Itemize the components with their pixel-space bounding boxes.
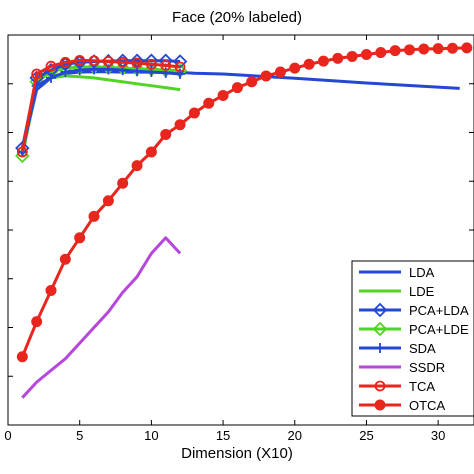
legend-label: LDA [409,265,435,280]
legend-item: LDA [359,265,435,280]
data-point [160,60,172,71]
data-point [260,70,272,82]
legend-label: SDA [409,341,436,356]
data-point [174,119,186,131]
legend-item: PCA+LDE [359,321,469,337]
chart-title: Face (20% labeled) [172,9,302,26]
legend-item: OTCA [359,398,445,413]
data-point [246,76,258,88]
data-point [60,67,71,78]
legend-label: PCA+LDA [409,303,469,318]
series-line [21,236,182,399]
x-tick-label: 25 [359,428,373,443]
data-point [231,82,243,94]
data-point [432,43,444,55]
data-point [375,343,385,353]
series-line [20,58,181,153]
data-point [131,160,143,172]
data-point [45,60,57,72]
data-point [289,62,301,74]
data-point [360,49,372,60]
series-otca [16,42,473,363]
x-tick-label: 0 [4,428,11,443]
data-point [45,284,57,296]
data-point [332,52,344,64]
legend-label: LDE [409,284,435,299]
legend-label: SSDR [409,360,445,375]
data-point [144,53,159,69]
data-point [74,54,86,66]
series-ssdr [21,236,182,399]
legend-label: TCA [409,379,435,394]
data-point [403,44,415,56]
data-point [16,351,28,363]
data-point [59,56,71,68]
data-point [145,146,157,158]
data-point [174,61,186,73]
data-point [74,232,86,244]
data-point [15,140,30,156]
series-group [15,42,473,399]
data-point [346,50,358,62]
data-point [117,56,129,68]
data-point [102,195,114,207]
legend-item: PCA+LDA [359,302,469,318]
data-point [418,43,430,55]
data-point [188,107,200,119]
x-tick-label: 30 [431,428,445,443]
data-point [217,89,229,101]
x-axis-label: Dimension (X10) [181,445,293,462]
data-point [102,56,114,67]
data-point [274,66,286,78]
data-point [372,321,388,337]
data-point [374,399,386,411]
data-point [203,97,215,109]
legend-box [351,260,474,417]
data-point [446,42,458,54]
data-point [303,58,315,70]
data-point [375,47,387,59]
legend-item: LDE [359,284,435,299]
data-point [389,45,401,57]
data-point [16,146,28,158]
data-point [160,128,172,140]
data-point [145,58,157,70]
data-point [374,380,386,392]
series-tca [16,54,186,158]
legend-label: PCA+LDE [409,322,469,337]
legend: LDA LDE PCA+LDA PCA+LDE SDA SSDR TCA OTCA [351,260,474,417]
x-tick-label: 10 [144,428,158,443]
data-point [46,72,57,83]
legend-item: SDA [359,341,436,356]
legend-item: SSDR [359,360,445,375]
data-point [317,55,329,67]
data-point [74,65,85,76]
data-point [88,55,100,67]
data-point [372,302,388,318]
x-tick-label: 15 [216,428,230,443]
data-point [31,68,43,80]
data-point [88,210,100,222]
x-tick-label: 20 [288,428,302,443]
data-point [31,316,43,328]
legend-item: TCA [359,379,435,394]
x-tick-label: 5 [76,428,83,443]
data-point [131,57,143,69]
legend-label: OTCA [409,398,445,413]
data-point [117,177,129,189]
data-point [172,54,188,69]
data-point [59,253,71,265]
data-point [461,42,473,54]
axis-ticks: 0 5 10 15 20 25 30 [4,35,474,443]
